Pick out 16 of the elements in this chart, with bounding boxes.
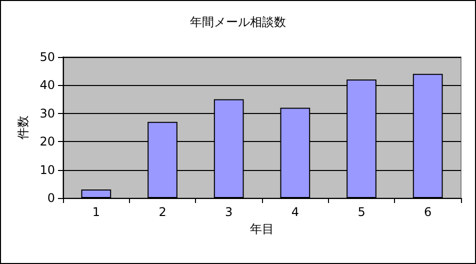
x-tick-label: 6	[424, 205, 432, 219]
y-tick-label: 20	[40, 134, 55, 149]
y-tick-label: 10	[40, 162, 55, 177]
x-tick-label: 5	[358, 205, 366, 219]
y-tick-label: 50	[40, 50, 55, 64]
bar	[81, 190, 112, 198]
x-tick-label: 2	[158, 205, 166, 219]
x-tick-label: 1	[92, 205, 100, 219]
x-tick-label: 3	[225, 205, 233, 219]
y-tick-label: 30	[40, 106, 55, 120]
chart-title: 年間メール相談数	[190, 15, 286, 29]
x-tick-label: 4	[291, 205, 299, 219]
y-tick-label: 40	[40, 78, 55, 92]
y-tick-label: 0	[47, 191, 55, 205]
y-axis-title: 件数	[16, 116, 30, 140]
x-axis-title: 年目	[250, 222, 274, 236]
